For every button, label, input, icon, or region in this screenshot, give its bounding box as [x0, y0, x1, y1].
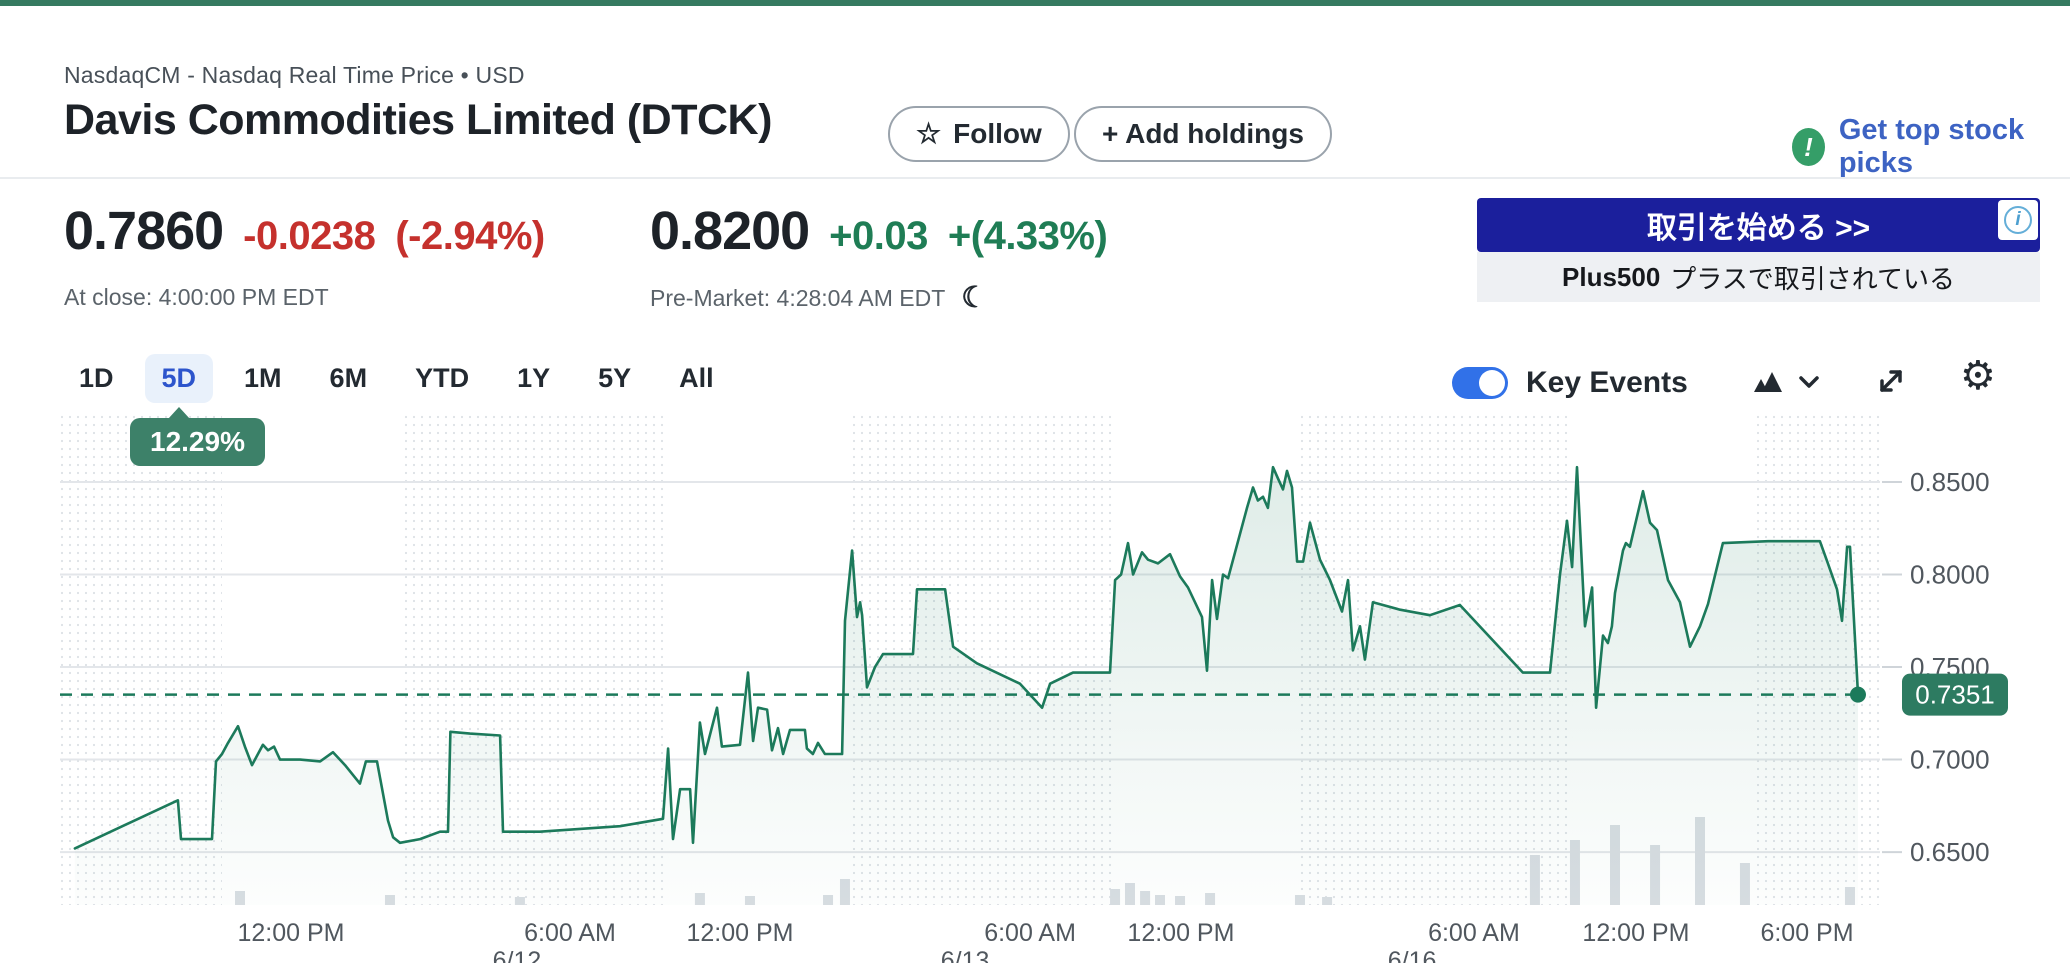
- key-events-toggle[interactable]: [1452, 367, 1508, 399]
- start-trading-ad-button[interactable]: 取引を始める >> i: [1477, 198, 2040, 252]
- chevron-down-icon[interactable]: [1798, 374, 1820, 390]
- regular-market-change: -0.0238: [243, 214, 376, 258]
- price-area-fill: [74, 467, 1858, 905]
- tab-5d[interactable]: 5D: [144, 354, 214, 403]
- y-axis-label: 0.6500: [1910, 837, 1990, 867]
- current-price-marker: [1849, 686, 1866, 703]
- page-title: Davis Commodities Limited (DTCK): [64, 96, 772, 144]
- x-axis-label: 6:00 AM: [1428, 919, 1520, 947]
- pre-market-change: +0.03: [829, 214, 928, 258]
- pre-market-quote: 0.8200 +0.03 +(4.33%): [650, 200, 1108, 262]
- price-line: [73, 465, 1860, 850]
- add-holdings-label: + Add holdings: [1102, 118, 1304, 149]
- info-icon: i: [2004, 206, 2032, 234]
- x-axis-date-label: 6/13: [941, 947, 990, 963]
- regular-market-change-percent: (-2.94%): [395, 214, 545, 258]
- top-picks-label: Get top stock picks: [1838, 114, 2025, 179]
- price-chart[interactable]: 0.8500 0.8000 0.7500 0.7000 0.6500 0.7351 12:0…: [60, 415, 2010, 968]
- chart-type-button[interactable]: [1752, 366, 1790, 394]
- fullscreen-expand-icon[interactable]: [1874, 364, 1908, 398]
- toggle-knob: [1479, 370, 1505, 396]
- star-icon: ☆: [916, 118, 942, 149]
- x-axis-label: 12:00 PM: [237, 919, 344, 947]
- x-axis-label: 12:00 PM: [1127, 919, 1234, 947]
- current-price-badge-label: 0.7351: [1915, 680, 1995, 710]
- exchange-info: NasdaqCM - Nasdaq Real Time Price • USD: [64, 62, 525, 88]
- ad-button-label: 取引を始める >>: [1646, 212, 1871, 245]
- y-axis-label: 0.8000: [1910, 560, 1990, 590]
- broker-ad: 取引を始める >> i Plus500 プラスで取引されている: [1477, 198, 2040, 302]
- x-axis-label: 6:00 AM: [524, 919, 616, 947]
- x-axis-date-label: 6/12: [493, 947, 542, 963]
- time-range-tabs: 1D 5D 1M 6M YTD 1Y 5Y All: [62, 354, 731, 403]
- x-axis-label: 12:00 PM: [1582, 919, 1689, 947]
- tab-6m[interactable]: 6M: [329, 363, 368, 393]
- moon-icon: ☾: [961, 282, 988, 314]
- get-top-stock-picks-link[interactable]: ! Get top stock picks: [1792, 114, 2070, 180]
- x-axis-label: 6:00 AM: [984, 919, 1076, 947]
- premium-picks-icon: !: [1792, 128, 1825, 166]
- tab-all[interactable]: All: [679, 363, 714, 393]
- top-accent-bar: [0, 0, 2070, 6]
- mountain-chart-icon: [1754, 372, 1782, 392]
- add-holdings-button[interactable]: + Add holdings: [1074, 106, 1332, 162]
- x-axis-date-label: 6/16: [1388, 947, 1437, 963]
- at-close-timestamp: At close: 4:00:00 PM EDT: [64, 284, 329, 310]
- follow-label: Follow: [953, 118, 1042, 149]
- tab-1d[interactable]: 1D: [79, 363, 114, 393]
- regular-market-price: 0.7860: [64, 201, 224, 261]
- current-price-badge: [1902, 673, 2008, 716]
- period-gain-tooltip: 12.29%: [130, 407, 265, 466]
- header-divider: [0, 177, 2070, 179]
- tab-ytd[interactable]: YTD: [415, 363, 470, 393]
- regular-market-quote: 0.7860 -0.0238 (-2.94%): [64, 200, 545, 262]
- ad-info-button[interactable]: i: [1998, 200, 2038, 240]
- ad-caption: Plus500 プラスで取引されている: [1477, 252, 2040, 302]
- pre-market-price: 0.8200: [650, 201, 810, 261]
- price-chart-svg[interactable]: 0.85000.80000.75000.70000.65000.735112:0…: [60, 415, 2010, 968]
- ad-brand: Plus500: [1562, 261, 1661, 292]
- gear-icon[interactable]: ⚙: [1960, 354, 1996, 398]
- y-axis-label: 0.7000: [1910, 745, 1990, 775]
- tab-5y[interactable]: 5Y: [598, 363, 632, 393]
- chart-toolbar: ⚙: [1752, 356, 2012, 402]
- key-events-control: Key Events: [1452, 366, 1688, 400]
- x-axis-label: 6:00 PM: [1760, 919, 1853, 947]
- tab-1y[interactable]: 1Y: [517, 363, 551, 393]
- x-axis-label: 12:00 PM: [686, 919, 793, 947]
- ad-caption-text: プラスで取引されている: [1670, 263, 1955, 294]
- y-axis-label: 0.8500: [1910, 467, 1990, 497]
- pre-market-change-percent: +(4.33%): [947, 214, 1108, 258]
- key-events-label: Key Events: [1526, 366, 1688, 399]
- follow-button[interactable]: ☆ Follow: [888, 106, 1070, 162]
- tab-1m[interactable]: 1M: [244, 363, 282, 393]
- pre-market-timestamp: Pre-Market: 4:28:04 AM EDT ☾: [650, 282, 988, 314]
